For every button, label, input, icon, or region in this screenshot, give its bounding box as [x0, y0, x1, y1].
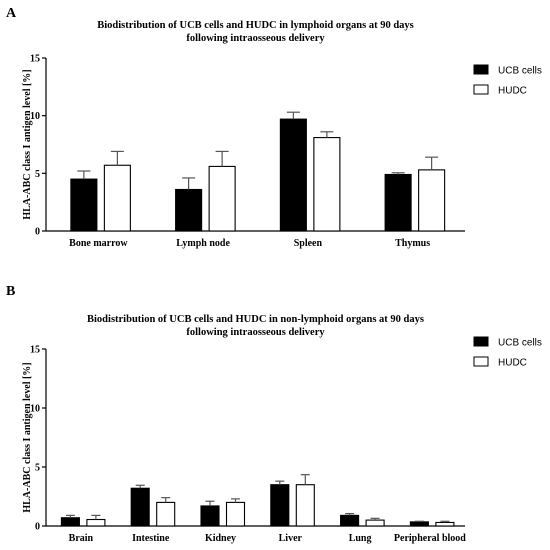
y-tick-label: 10 [30, 404, 40, 415]
y-tick-label: 5 [35, 463, 40, 474]
bar-hudc [365, 519, 385, 527]
bar-ucb [200, 505, 220, 527]
panel-letter: A [6, 6, 17, 21]
bar-hudc [313, 137, 341, 232]
legend-label: HUDC [498, 358, 527, 369]
bar-hudc [435, 521, 455, 527]
y-tick-label: 0 [35, 227, 40, 238]
legend-swatch [473, 64, 489, 75]
legend-label: UCB cells [498, 338, 542, 349]
panel-b-chart: B Biodistribution of UCB cells and HUDC i… [6, 284, 542, 544]
y-tick-label: 15 [30, 54, 40, 65]
x-category-label: Brain [69, 533, 94, 544]
bar-hudc [156, 501, 176, 527]
y-tick-label: 0 [35, 522, 40, 533]
bar-hudc [103, 164, 131, 232]
x-category-label: Kidney [205, 533, 236, 544]
bar-ucb [340, 514, 360, 527]
x-category-label: Bone marrow [69, 238, 128, 249]
x-category-label: Liver [279, 533, 303, 544]
bar-ucb [130, 487, 150, 527]
x-category-label: Thymus [395, 238, 430, 249]
y-tick-label: 5 [35, 169, 40, 180]
x-category-label: Intestine [132, 533, 170, 544]
bar-ucb [270, 484, 290, 527]
chart-title-line: Biodistribution of UCB cells and HUDC in… [97, 20, 414, 31]
y-tick-label: 10 [30, 111, 40, 122]
legend-label: UCB cells [498, 66, 542, 77]
bar-ucb [70, 178, 98, 232]
legend-swatch [473, 84, 489, 95]
chart-title-line: following intraosseous delivery [186, 327, 325, 338]
bar-ucb [409, 521, 429, 527]
x-category-label: Spleen [294, 238, 323, 249]
bar-ucb [175, 188, 203, 232]
legend-swatch [473, 356, 489, 367]
panel-letter: B [6, 284, 15, 299]
bar-hudc [208, 165, 236, 232]
chart-title-line: following intraosseous delivery [186, 33, 325, 44]
y-axis-label: HLA-ABC class I antigen level [%] [22, 362, 33, 512]
x-category-label: Lung [349, 533, 372, 544]
x-category-label: Lymph node [176, 238, 230, 249]
x-category-label: Peripheral blood [394, 533, 466, 544]
bar-ucb [60, 517, 80, 527]
bar-hudc [418, 169, 446, 232]
panel-a-chart: A Biodistribution of UCB cells and HUDC i… [6, 6, 542, 249]
bar-hudc [86, 518, 106, 527]
chart-title-line: Biodistribution of UCB cells and HUDC in… [87, 314, 424, 325]
bar-hudc [225, 501, 246, 527]
legend-swatch [473, 336, 489, 347]
bar-hudc [295, 484, 315, 527]
y-axis-label: HLA-ABC class I antigen level [%] [22, 69, 33, 219]
legend-label: HUDC [498, 86, 527, 97]
y-tick-label: 15 [30, 345, 40, 356]
bar-ucb [279, 118, 307, 232]
bar-ucb [384, 173, 412, 232]
